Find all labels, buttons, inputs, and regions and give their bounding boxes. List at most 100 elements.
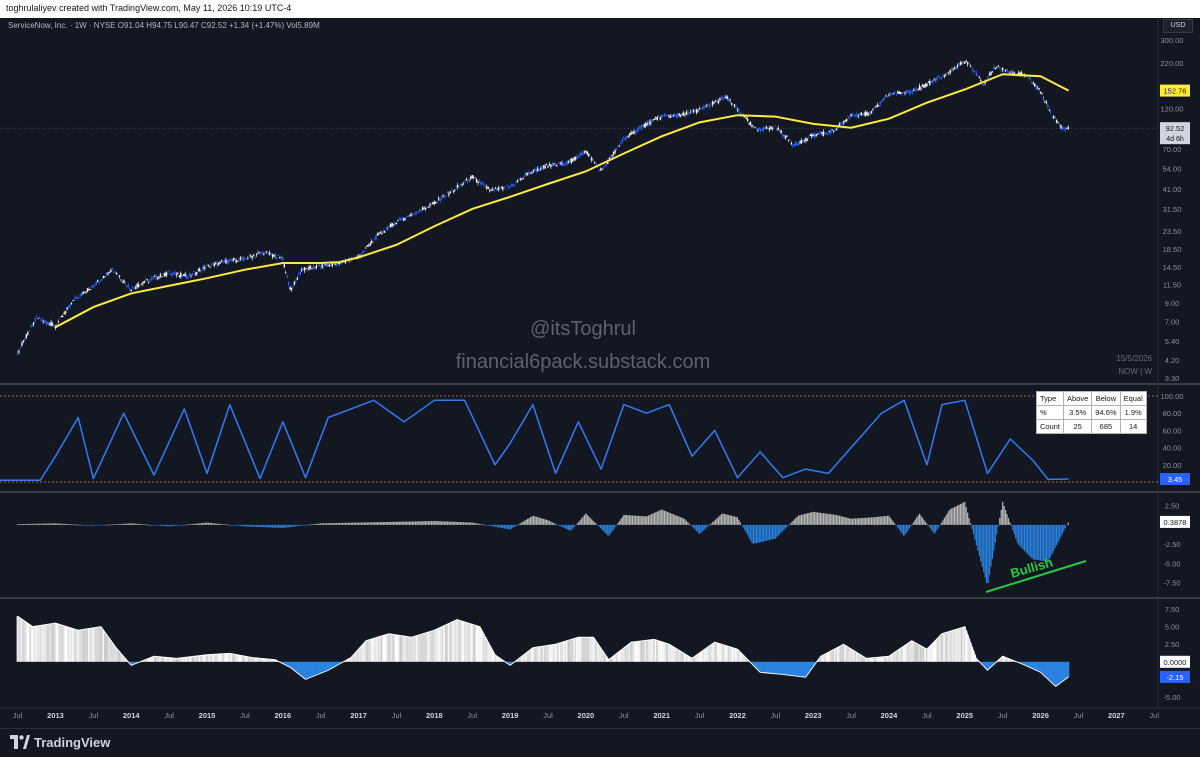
candle-body	[486, 186, 488, 189]
histogram-bar	[738, 519, 740, 525]
histogram-bar	[688, 523, 690, 525]
candle-body	[123, 280, 125, 283]
histogram-bar	[776, 524, 778, 538]
area-bar	[329, 661, 332, 669]
area-bar	[1067, 661, 1070, 678]
price-tick: 31.50	[1163, 205, 1182, 214]
tradingview-logo-icon[interactable]	[10, 735, 30, 749]
candle-body	[85, 291, 87, 293]
candle-body	[487, 187, 489, 189]
histogram-bar	[972, 524, 975, 535]
histogram-bar	[962, 502, 964, 525]
area-bar	[835, 647, 838, 662]
histogram-bar	[968, 518, 970, 525]
area-bar	[60, 624, 63, 662]
area-bar	[338, 661, 341, 664]
histogram-bar	[50, 523, 52, 525]
area-bar	[478, 626, 481, 662]
candle-body	[914, 89, 916, 92]
attribution-bar: toghrulaliyev created with TradingView.c…	[0, 0, 1200, 18]
histogram-bar	[831, 514, 833, 525]
symbol-legend[interactable]: ServiceNow, Inc. · 1W · NYSE O91.04 H94.…	[8, 21, 320, 30]
area-bar	[219, 653, 222, 662]
candle-body	[818, 132, 820, 135]
histogram-bar	[1013, 524, 1015, 535]
area-bar	[764, 661, 767, 673]
candle-body	[337, 263, 339, 265]
candle-body	[295, 280, 297, 282]
candle-body	[484, 185, 487, 187]
watermark-handle: @itsToghrul	[530, 318, 636, 340]
candle-body	[118, 275, 121, 277]
area-bar	[1058, 661, 1061, 684]
candle-body	[1060, 125, 1062, 129]
histogram-bar	[572, 524, 574, 529]
chart-canvas[interactable]: @itsToghrul financial6pack.substack.com …	[0, 18, 1200, 728]
price-tick: 14.50	[1163, 263, 1182, 272]
candle-body	[879, 102, 881, 105]
area-bar	[966, 634, 969, 662]
area-bar	[331, 661, 334, 668]
time-tick: Jul	[13, 711, 23, 720]
histogram-bar	[882, 516, 884, 525]
area-oscillator-pane: 7.505.002.500.0000-2.50-5.000.0000-2.15	[16, 605, 1190, 702]
area-bar	[1026, 661, 1029, 667]
candle-body	[811, 134, 813, 137]
candle-body	[579, 152, 581, 157]
histogram-bar	[1055, 524, 1058, 546]
area-bar	[971, 646, 974, 662]
candle-body	[762, 127, 765, 131]
area-bar	[155, 656, 158, 662]
histogram-bar	[391, 521, 393, 525]
time-tick: Jul	[619, 711, 629, 720]
area-bar	[130, 661, 133, 666]
area-bar	[447, 623, 450, 662]
histogram-bar	[900, 524, 902, 532]
histogram-bar	[1028, 524, 1030, 556]
candle-body	[187, 276, 189, 279]
candle-body	[201, 266, 204, 269]
tradingview-brand[interactable]: TradingView	[34, 735, 111, 750]
area-bar	[36, 625, 39, 662]
candle-body	[809, 134, 812, 136]
histogram-bar	[774, 524, 776, 539]
candle-body	[370, 241, 373, 243]
area-bar	[319, 661, 322, 674]
area-bar	[236, 654, 239, 662]
time-tick: Jul	[998, 711, 1008, 720]
candle-body	[366, 245, 369, 247]
area-bar	[296, 661, 299, 673]
chart-area[interactable]	[0, 18, 1200, 728]
area-bar	[547, 645, 550, 662]
candle-body	[149, 279, 151, 282]
currency-button[interactable]: USD	[1163, 19, 1193, 33]
histogram-bar	[591, 519, 593, 525]
candle-body	[975, 72, 978, 76]
candle-body	[659, 117, 661, 120]
histogram-bar	[879, 516, 881, 525]
area-bar	[630, 642, 633, 662]
candle-body	[566, 161, 568, 165]
candle-body	[1058, 124, 1061, 126]
candle-body	[44, 320, 46, 322]
histogram-bar	[961, 503, 963, 525]
area-bar	[70, 628, 73, 662]
area-bar	[1010, 659, 1013, 662]
histogram-bar	[924, 521, 927, 525]
candle-body	[319, 266, 322, 268]
area-bar	[418, 634, 421, 662]
candle-body	[835, 129, 838, 130]
candle-body	[722, 97, 724, 100]
histogram-bar	[927, 524, 929, 526]
candle-body	[25, 334, 28, 339]
candle-body	[290, 287, 293, 291]
histogram-bar	[107, 524, 109, 526]
area-bar	[383, 634, 386, 662]
area-bar	[914, 642, 917, 662]
histogram-bar	[481, 524, 484, 526]
area-bar	[211, 654, 214, 662]
histogram-bar	[346, 522, 348, 525]
histogram-bar	[473, 522, 475, 525]
area-bar	[350, 657, 353, 662]
candle-body	[1057, 122, 1059, 124]
